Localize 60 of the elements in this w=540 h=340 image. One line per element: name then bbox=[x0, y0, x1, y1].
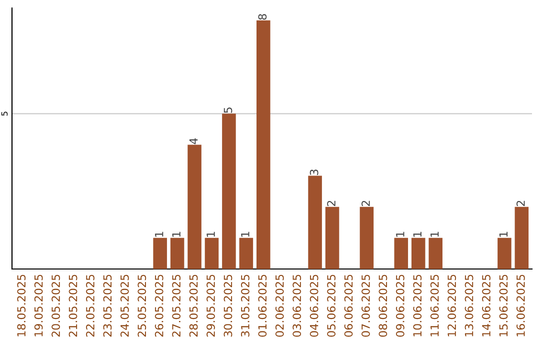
x-tick-label: 21.05.2025 bbox=[68, 274, 78, 337]
data-label: 1 bbox=[241, 232, 250, 237]
bar bbox=[222, 114, 236, 269]
data-label: 2 bbox=[362, 200, 370, 206]
x-tick-label: 10.06.2025 bbox=[413, 274, 422, 336]
data-label: 1 bbox=[499, 232, 508, 237]
bar bbox=[239, 238, 254, 269]
x-tick-label: 09.06.2025 bbox=[396, 274, 404, 337]
bar bbox=[153, 238, 167, 269]
x-tick-label: 18.05.2025 bbox=[17, 274, 26, 336]
x-tick-label: 06.06.2025 bbox=[344, 274, 353, 337]
x-tick-label: 08.06.2025 bbox=[378, 274, 388, 337]
bar bbox=[188, 144, 202, 269]
data-label: 1 bbox=[430, 232, 439, 237]
data-label: 5 bbox=[224, 108, 232, 113]
data-label: 2 bbox=[516, 200, 525, 206]
data-label: 1 bbox=[413, 232, 422, 237]
bar bbox=[498, 238, 512, 269]
x-tick-label: 07.06.2025 bbox=[362, 274, 370, 337]
bar bbox=[428, 238, 442, 269]
x-tick-label: 01.06.2025 bbox=[258, 274, 267, 337]
x-tick-label: 27.05.2025 bbox=[172, 274, 181, 337]
bar bbox=[394, 238, 408, 269]
x-tick-label: 03.06.2025 bbox=[292, 274, 302, 337]
data-label: 3 bbox=[310, 170, 318, 175]
x-tick-label: 19.05.2025 bbox=[34, 274, 43, 336]
x-tick-label: 28.05.2025 bbox=[189, 274, 198, 337]
data-label: 2 bbox=[327, 200, 336, 206]
x-tick-label: 11.06.2025 bbox=[430, 274, 439, 336]
bar bbox=[256, 20, 270, 269]
x-tick-label: 29.05.2025 bbox=[206, 274, 215, 337]
bar bbox=[325, 206, 340, 269]
bar bbox=[204, 238, 219, 269]
x-tick-label: 31.05.2025 bbox=[240, 274, 250, 337]
x-tick-label: 26.05.2025 bbox=[154, 274, 164, 337]
x-tick-label: 02.06.2025 bbox=[275, 274, 284, 337]
x-tick-label: 16.06.2025 bbox=[516, 274, 525, 336]
x-tick-label: 04.06.2025 bbox=[310, 274, 318, 337]
x-tick-label: 14.06.2025 bbox=[482, 274, 490, 336]
bar bbox=[308, 176, 322, 269]
x-tick-label: 12.06.2025 bbox=[448, 274, 456, 336]
x-tick-label: 13.06.2025 bbox=[464, 274, 474, 336]
data-label: 4 bbox=[189, 138, 198, 144]
x-tick-label: 30.05.2025 bbox=[224, 274, 232, 337]
data-label: 1 bbox=[396, 232, 404, 237]
bar bbox=[514, 206, 529, 269]
data-label: 8 bbox=[258, 14, 267, 20]
x-tick-label: 05.06.2025 bbox=[327, 274, 336, 337]
bar bbox=[360, 206, 374, 269]
data-label: 1 bbox=[206, 232, 215, 237]
x-tick-label: 25.05.2025 bbox=[138, 274, 146, 337]
x-tick-label: 20.05.2025 bbox=[52, 274, 60, 337]
x-tick-label: 15.06.2025 bbox=[499, 274, 508, 336]
data-label: 1 bbox=[172, 232, 180, 237]
bar bbox=[411, 238, 426, 269]
x-tick-label: 24.05.2025 bbox=[120, 274, 129, 337]
data-label: 1 bbox=[155, 232, 164, 237]
x-tick-label: 22.05.2025 bbox=[86, 274, 94, 337]
bar bbox=[170, 238, 184, 269]
x-tick-label: 23.05.2025 bbox=[103, 274, 112, 337]
